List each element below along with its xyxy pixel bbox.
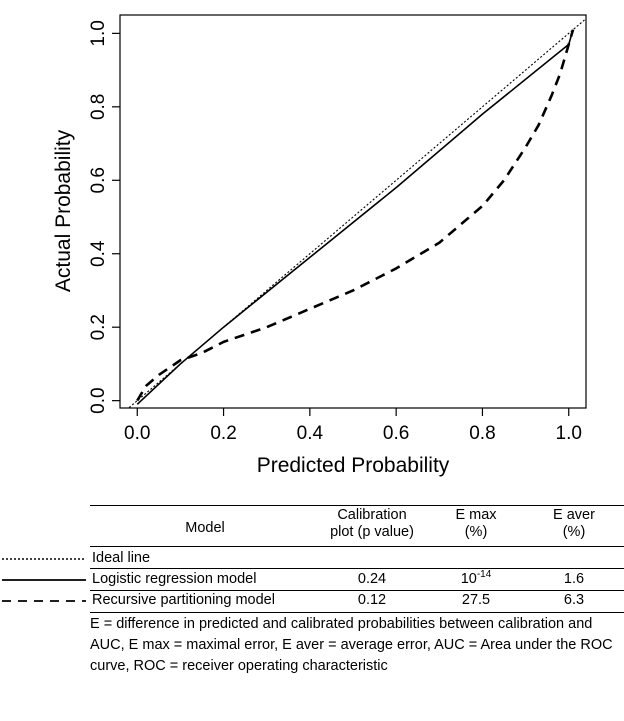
row-recursive-emax: 27.5 bbox=[428, 592, 524, 609]
y-axis-title: Actual Probability bbox=[52, 129, 75, 292]
table-header-rule bbox=[90, 546, 624, 547]
header-emax-line2: (%) bbox=[464, 524, 488, 540]
row-logistic-emax-exponent: -14 bbox=[476, 569, 492, 581]
plot-frame bbox=[119, 14, 587, 409]
x-axis-title: Predicted Probability bbox=[257, 454, 450, 477]
y-tick-label-0: 0.0 bbox=[88, 387, 109, 413]
recursive-line-sample bbox=[2, 600, 86, 602]
row-rule-1 bbox=[90, 568, 624, 569]
y-tick-label-1: 0.2 bbox=[88, 314, 109, 340]
x-tick-label-2: 0.4 bbox=[297, 423, 324, 444]
row-recursive-eaver: 6.3 bbox=[563, 592, 585, 608]
header-emax-line1: E max bbox=[455, 507, 497, 523]
table-footnote: E = difference in predicted and calibrat… bbox=[90, 616, 613, 674]
x-tick-label-4: 0.8 bbox=[469, 423, 495, 444]
row-rule-2 bbox=[90, 590, 624, 591]
y-axis: 0.0 0.2 0.4 0.6 0.8 1.0 bbox=[88, 20, 120, 414]
header-calibration-line2: plot (p value) bbox=[330, 524, 414, 540]
header-eaver-line2: (%) bbox=[562, 524, 586, 540]
header-eaver-line1: E aver bbox=[553, 507, 595, 523]
y-tick-label-4: 0.8 bbox=[88, 94, 109, 120]
x-tick-label-5: 1.0 bbox=[556, 423, 582, 444]
row-logistic-calibration: 0.24 bbox=[357, 571, 387, 587]
ideal-line-sample bbox=[2, 558, 86, 560]
table-top-rule bbox=[90, 505, 624, 506]
x-tick-label-0: 0.0 bbox=[124, 423, 150, 444]
logistic-line-sample bbox=[2, 579, 86, 581]
row-ideal-model: Ideal line bbox=[92, 550, 151, 566]
row-logistic-model: Logistic regression model bbox=[92, 571, 257, 587]
header-model: Model bbox=[185, 520, 225, 536]
calibration-plot: 0.0 0.2 0.4 0.6 0.8 1.0 0.0 0.2 0.4 0.6 0.8 1.0 Pr… bbox=[52, 14, 587, 477]
row-recursive-model: Recursive partitioning model bbox=[92, 592, 275, 608]
y-tick-label-3: 0.6 bbox=[88, 167, 109, 193]
header-calibration-line1: Calibration bbox=[337, 507, 407, 523]
y-tick-label-5: 1.0 bbox=[88, 20, 109, 46]
row-rule-3 bbox=[90, 612, 624, 613]
legend-table: Model Calibration plot (p value) E max (… bbox=[0, 504, 624, 721]
header-calibration: Calibration plot (p value) bbox=[318, 507, 426, 541]
header-emax: E max (%) bbox=[428, 507, 524, 541]
x-tick-label-1: 0.2 bbox=[210, 423, 236, 444]
row-recursive-calibration: 0.12 bbox=[357, 592, 387, 608]
series-layer bbox=[127, 18, 586, 408]
row-logistic-eaver: 1.6 bbox=[563, 571, 585, 587]
x-axis: 0.0 0.2 0.4 0.6 0.8 1.0 bbox=[124, 408, 582, 444]
header-eaver: E aver (%) bbox=[528, 507, 620, 541]
series-line-2 bbox=[136, 29, 575, 402]
row-logistic-emax-base: 10 bbox=[460, 571, 477, 587]
x-tick-label-3: 0.6 bbox=[383, 423, 409, 444]
series-line-1 bbox=[136, 29, 574, 405]
row-logistic-emax: 10-14 bbox=[428, 569, 524, 588]
row-recursive-emax-base: 27.5 bbox=[461, 592, 491, 608]
y-tick-label-2: 0.4 bbox=[88, 240, 109, 267]
